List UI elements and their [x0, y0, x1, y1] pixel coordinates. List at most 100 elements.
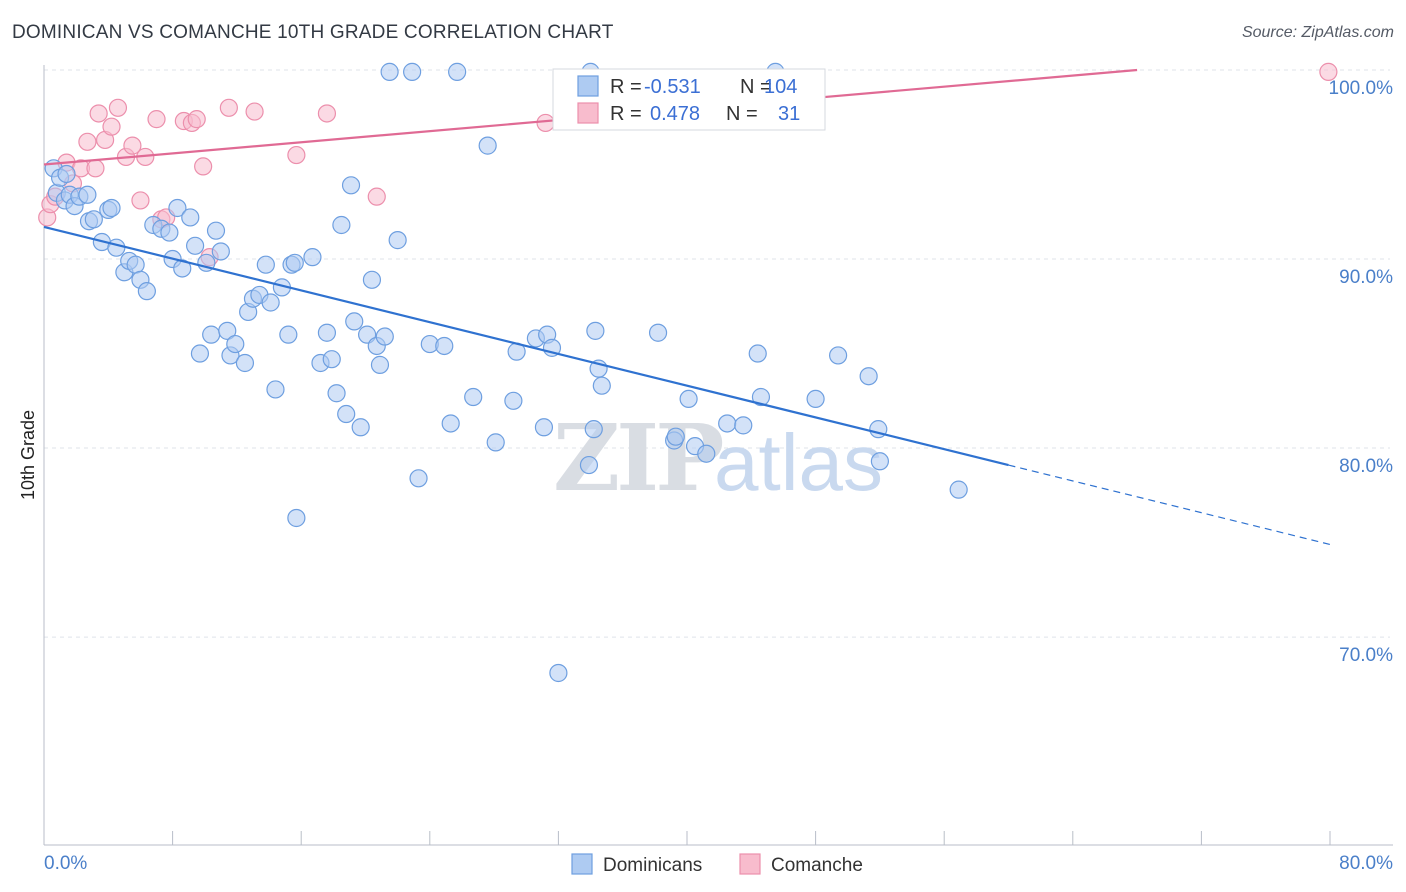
dominicans-point	[464, 387, 483, 407]
comanche-point	[187, 110, 206, 129]
dominicans-trend-extension	[1008, 464, 1331, 546]
comanche-point	[131, 191, 150, 210]
comanche-point	[194, 157, 213, 176]
dominicans-point	[345, 312, 364, 331]
dominicans-point	[751, 387, 771, 407]
dominicans-point	[679, 389, 698, 409]
legend-label-dominicans: Dominicans	[603, 855, 702, 876]
stats-r-label-pink: R =	[610, 103, 642, 125]
dominicans-point	[718, 414, 737, 433]
chart-source: Source: ZipAtlas.com	[1241, 24, 1394, 41]
comanche-point	[78, 132, 97, 151]
dominicans-point	[486, 433, 505, 452]
dominicans-point	[448, 62, 467, 81]
comanche-point	[1319, 62, 1338, 81]
comanche-point	[86, 159, 105, 178]
watermark-zip: ZIP	[553, 404, 722, 512]
dominicans-point	[362, 270, 382, 289]
dominicans-point	[303, 248, 322, 267]
comanche-point	[147, 110, 166, 129]
dominicans-point	[441, 414, 460, 433]
dominicans-point	[211, 242, 230, 261]
dominicans-point	[78, 185, 97, 204]
dominicans-point	[748, 344, 767, 363]
comanche-point	[317, 104, 337, 123]
y-tick-label: 90.0%	[1339, 267, 1393, 288]
dominicans-point	[287, 508, 306, 528]
dominicans-point	[648, 323, 668, 342]
stats-r-value-blue: -0.531	[644, 76, 701, 98]
dominicans-point	[409, 469, 428, 488]
dominicans-point	[235, 353, 255, 373]
dominicans-point	[806, 389, 825, 409]
dominicans-point	[226, 334, 245, 354]
comanche-point	[245, 102, 264, 121]
dominicans-point	[317, 323, 337, 342]
legend-label-comanche: Comanche	[771, 855, 863, 876]
dominicans-point	[949, 480, 968, 499]
stats-swatch-blue	[577, 75, 599, 97]
dominicans-point	[435, 336, 454, 356]
dominicans-point	[586, 321, 605, 340]
dominicans-point	[84, 210, 103, 229]
dominicans-point	[137, 282, 156, 301]
dominicans-point	[341, 176, 361, 195]
dominicans-point	[337, 404, 356, 424]
dominicans-point	[697, 444, 716, 463]
dominicans-point	[285, 253, 304, 272]
comanche-point	[219, 98, 238, 117]
comanche-point	[367, 187, 386, 206]
comanche-point	[89, 104, 108, 123]
dominicans-point	[579, 455, 599, 475]
stats-r-value-pink: 0.478	[650, 103, 700, 125]
grid-lines	[44, 69, 1390, 638]
dominicans-point	[218, 321, 237, 340]
dominicans-trend-line	[43, 225, 1009, 467]
dominicans-point	[380, 62, 399, 81]
dominicans-point	[534, 418, 554, 437]
x-tick-label-max: 80.0%	[1339, 853, 1393, 874]
stats-r-label-blue: R =	[610, 76, 642, 98]
dominicans-point	[504, 391, 523, 410]
dominicans-point	[202, 325, 221, 344]
dominicans-point	[206, 221, 226, 240]
dominicans-point	[327, 384, 346, 403]
dominicans-point	[181, 208, 200, 227]
x-tick-label-min: 0.0%	[44, 853, 87, 874]
dominicans-point	[351, 418, 370, 437]
comanche-point	[102, 117, 121, 136]
stats-n-label-pink: N =	[726, 103, 758, 125]
dominicans-point	[102, 198, 121, 218]
stats-n-label-blue: N =	[740, 76, 772, 98]
dominicans-point	[190, 344, 210, 363]
dominicans-point	[478, 136, 497, 155]
stats-n-value-pink: 31	[778, 103, 800, 125]
dominicans-point	[107, 238, 126, 257]
comanche-point	[536, 113, 555, 133]
dominicans-point	[734, 416, 753, 435]
axes	[43, 65, 1393, 846]
dominicans-point	[160, 223, 179, 242]
comanche-point	[287, 145, 306, 165]
dominicans-point	[403, 62, 422, 81]
dominicans-point	[584, 420, 603, 439]
dominicans-point	[279, 325, 298, 344]
stats-n-value-blue: 104	[764, 76, 797, 98]
y-tick-label: 80.0%	[1339, 456, 1393, 477]
comanche-point	[108, 98, 128, 117]
comanche-point	[123, 136, 142, 155]
dominicans-point	[870, 452, 890, 471]
dominicans-point	[370, 355, 390, 374]
stats-swatch-pink	[577, 102, 599, 124]
chart-title: DOMINICAN VS COMANCHE 10TH GRADE CORRELA…	[12, 22, 614, 43]
dominicans-point	[322, 350, 341, 369]
dominicans-point	[666, 427, 685, 446]
y-axis-title: 10th Grade	[18, 410, 38, 500]
dominicans-point	[256, 255, 275, 274]
dominicans-point	[592, 376, 611, 395]
dominicans-point	[375, 327, 394, 346]
dominicans-point	[126, 255, 145, 274]
dominicans-point	[261, 293, 280, 312]
tick-labels: 70.0% 80.0% 90.0% 100.0% 0.0% 80.0%	[44, 78, 1393, 874]
